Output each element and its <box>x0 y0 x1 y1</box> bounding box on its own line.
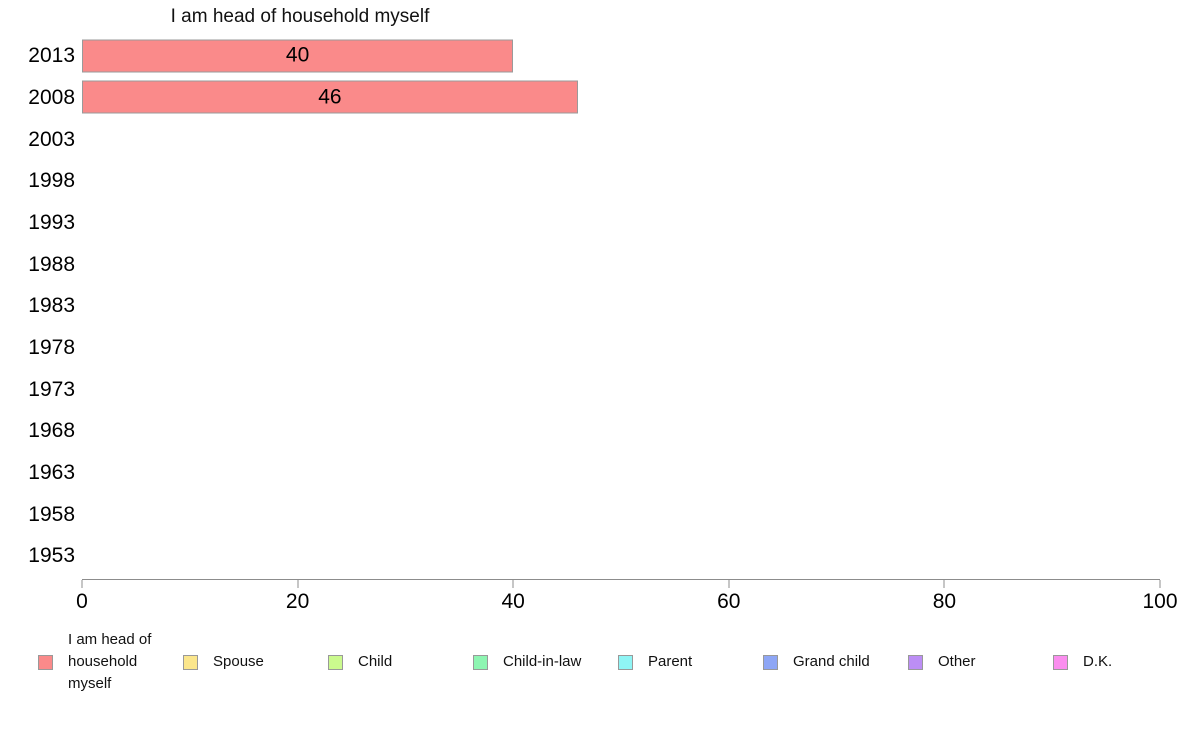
legend-label: D.K. <box>1083 653 1113 671</box>
legend-item[interactable]: Parent <box>618 651 763 673</box>
bar-area <box>82 452 1160 494</box>
bar-area <box>82 285 1160 327</box>
legend-item[interactable]: Other <box>908 651 1053 673</box>
bar-value-label: 46 <box>318 85 342 109</box>
category-row: 2008 46 <box>0 77 1160 119</box>
legend-label: Parent <box>648 653 693 671</box>
bar-area <box>82 202 1160 244</box>
x-axis-tick-label: 0 <box>76 590 88 613</box>
legend-label: I am head of household myself <box>68 631 152 692</box>
category-row: 1958 <box>0 493 1160 535</box>
x-axis-tick <box>1159 580 1161 588</box>
legend-label: Child <box>358 653 393 671</box>
bar-area <box>82 535 1160 577</box>
bar-area <box>82 410 1160 452</box>
y-axis-label: 1968 <box>28 419 75 443</box>
y-axis-label: 1993 <box>28 210 75 234</box>
category-row: 2013 40 <box>0 35 1160 77</box>
x-axis-tick-label: 60 <box>717 590 741 613</box>
legend-item[interactable]: Grand child <box>763 651 908 673</box>
legend-item[interactable]: D.K. <box>1053 651 1188 673</box>
x-axis-tick <box>728 580 730 588</box>
legend-swatch-icon <box>1053 654 1068 670</box>
legend-label: Grand child <box>793 653 870 671</box>
bar-area <box>82 160 1160 202</box>
bar-area <box>82 368 1160 410</box>
legend-swatch-icon <box>473 654 488 670</box>
bar-area <box>82 327 1160 369</box>
y-axis-label: 2008 <box>28 85 75 109</box>
x-axis-tick <box>943 580 945 588</box>
legend-swatch-icon <box>328 654 343 670</box>
bar-area: 40 <box>82 35 1160 77</box>
legend-swatch-icon <box>618 654 633 670</box>
y-axis-label: 1963 <box>28 460 75 484</box>
category-row: 1963 <box>0 452 1160 494</box>
category-row: 2003 <box>0 118 1160 160</box>
bar-area <box>82 118 1160 160</box>
chart-title: I am head of household myself <box>170 6 430 27</box>
legend-label: Spouse <box>213 653 264 671</box>
category-row: 1953 <box>0 535 1160 577</box>
y-axis-label: 1983 <box>28 294 75 318</box>
x-axis-tick-label: 20 <box>285 590 310 613</box>
bar-2008[interactable]: 46 <box>82 80 578 114</box>
category-row: 1998 <box>0 160 1160 202</box>
y-axis-label: 1953 <box>28 544 75 568</box>
legend-swatch-icon <box>763 654 778 670</box>
category-row: 1993 <box>0 202 1160 244</box>
bar-2013[interactable]: 40 <box>82 39 514 73</box>
category-row: 1968 <box>0 410 1160 452</box>
category-row: 1978 <box>0 327 1160 369</box>
x-axis: 0 20 40 60 80 100 <box>76 579 1178 613</box>
y-axis-label: 1998 <box>28 169 75 193</box>
category-row: 1983 <box>0 285 1160 327</box>
bar-area <box>82 243 1160 285</box>
y-axis-label: 2013 <box>28 44 75 68</box>
legend-swatch-icon <box>183 654 198 670</box>
plot-rows: 2013 40 2008 46 2003 1998 1993 1988 1983 1978 1973… <box>0 35 1160 577</box>
y-axis-label: 1973 <box>28 377 75 401</box>
legend-label: Child-in-law <box>503 653 582 671</box>
y-axis-label: 2003 <box>28 127 75 151</box>
legend-item[interactable]: I am head of household myself <box>38 629 183 694</box>
y-axis-label: 1958 <box>28 502 75 526</box>
legend-item[interactable]: Spouse <box>183 651 328 673</box>
x-axis-tick <box>81 580 83 588</box>
legend: I am head of household myself Spouse Child… <box>38 628 1168 696</box>
x-axis-tick-label: 40 <box>501 590 525 613</box>
legend-swatch-icon <box>38 654 53 670</box>
x-axis-tick <box>512 580 514 588</box>
x-axis-tick-label: 80 <box>932 590 957 613</box>
bar-value-label: 40 <box>285 43 310 67</box>
x-axis-tick-label: 100 <box>1142 590 1178 613</box>
category-row: 1988 <box>0 243 1160 285</box>
legend-item[interactable]: Child-in-law <box>473 651 618 673</box>
legend-swatch-icon <box>908 654 923 670</box>
bar-area: 46 <box>82 77 1160 119</box>
y-axis-label: 1988 <box>28 252 75 276</box>
legend-item[interactable]: Child <box>328 651 473 673</box>
y-axis-label: 1978 <box>28 335 75 359</box>
legend-label: Other <box>938 653 976 671</box>
category-row: 1973 <box>0 368 1160 410</box>
bar-area <box>82 493 1160 535</box>
x-axis-tick <box>297 580 299 588</box>
